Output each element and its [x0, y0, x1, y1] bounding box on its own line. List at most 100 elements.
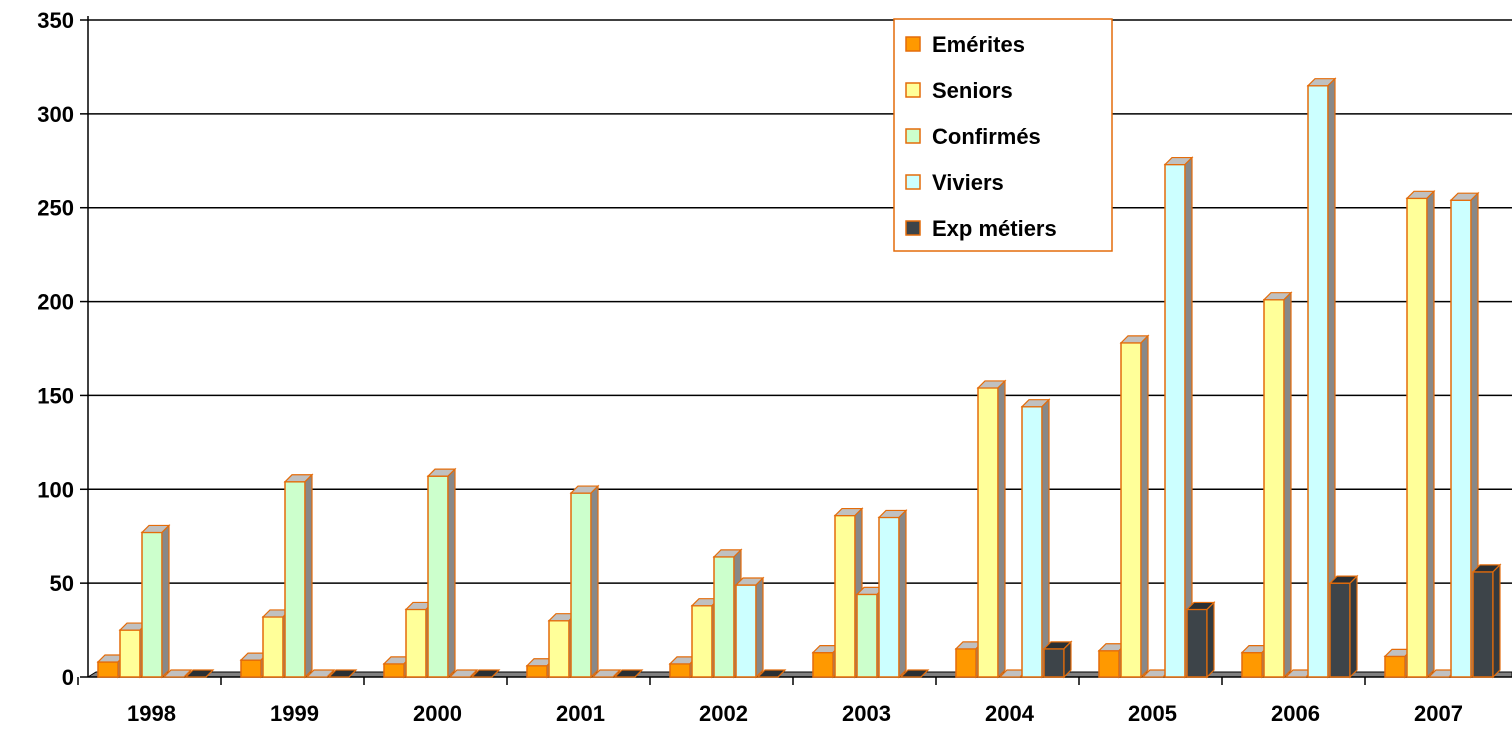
bar-front	[1384, 655, 1406, 678]
legend-swatch	[905, 82, 921, 98]
legend-label: Viviers	[932, 170, 1004, 195]
bar	[976, 379, 1007, 679]
bar	[283, 473, 314, 679]
bar	[426, 467, 457, 679]
y-tick-label: 250	[37, 196, 74, 221]
bar	[899, 669, 930, 678]
bar-side	[161, 524, 170, 679]
gridlines	[88, 19, 1512, 584]
bar-side	[755, 576, 764, 679]
bar	[1020, 398, 1051, 679]
y-tick-label: 0	[62, 665, 74, 690]
bar-front	[1098, 649, 1120, 678]
bar-front	[669, 663, 691, 678]
bar-side	[920, 669, 929, 678]
bar-front	[240, 659, 262, 678]
bar-front	[119, 629, 141, 678]
bar	[162, 669, 193, 678]
bar	[1163, 156, 1194, 679]
bar	[569, 484, 600, 679]
bar-side	[348, 669, 357, 678]
bar	[1119, 334, 1150, 679]
legend-box	[893, 18, 1113, 252]
bar-front	[1263, 298, 1285, 678]
bar-front	[713, 556, 735, 678]
x-tick-labels: 1998 1999 2000 2001 2002 2003 2004 2005 2006 2007	[127, 701, 1463, 726]
bar-front	[735, 584, 757, 678]
legend-label: Emérites	[932, 32, 1025, 57]
bar-front	[1406, 197, 1428, 678]
y-tick-label: 150	[37, 383, 74, 408]
bar-side	[183, 669, 192, 678]
bar	[1306, 77, 1337, 679]
x-tick-label: 2000	[413, 701, 462, 726]
y-tick-labels: 0 50 100 150 200 250 300 350	[37, 8, 74, 690]
bar-front	[1120, 342, 1142, 678]
x-tick-label: 2005	[1128, 701, 1177, 726]
bar	[613, 669, 644, 678]
bar	[1328, 574, 1359, 679]
bar-side	[997, 379, 1006, 679]
x-tick-label: 2007	[1414, 701, 1463, 726]
x-tick-label: 1998	[127, 701, 176, 726]
bar-front	[284, 481, 306, 678]
bar-side	[1140, 334, 1149, 679]
bar	[1405, 189, 1436, 679]
bar-side	[326, 669, 335, 678]
bar-front	[1043, 648, 1065, 678]
y-tick-label: 100	[37, 477, 74, 502]
bar-front	[812, 651, 834, 678]
legend-label: Seniors	[932, 78, 1013, 103]
bars	[96, 77, 1502, 679]
bar-front	[878, 516, 900, 678]
legend: Emérites Seniors Confirmés Viviers Exp métie…	[893, 18, 1113, 252]
bar-front	[383, 663, 405, 678]
bar	[1042, 640, 1073, 679]
bar-side	[590, 484, 599, 679]
legend-swatch	[905, 174, 921, 190]
bar	[448, 669, 479, 678]
bar-side	[1283, 291, 1292, 679]
bar-side	[1492, 563, 1501, 679]
bar	[877, 508, 908, 679]
bar	[756, 669, 787, 678]
x-tick-label: 2001	[556, 701, 605, 726]
x-tick-label: 1999	[270, 701, 319, 726]
y-tick-label: 350	[37, 8, 74, 33]
bar-front	[1241, 651, 1263, 678]
bar-front	[834, 514, 856, 678]
bar-front	[1329, 582, 1351, 678]
bar	[140, 524, 171, 679]
bar-side	[1184, 156, 1193, 679]
bar	[734, 576, 765, 679]
bar-side	[491, 669, 500, 678]
bar-front	[548, 619, 570, 678]
bar	[184, 669, 215, 678]
x-tick-label: 2002	[699, 701, 748, 726]
bar-front	[1164, 163, 1186, 678]
y-tick-label: 200	[37, 290, 74, 315]
bar	[470, 669, 501, 678]
legend-label: Confirmés	[932, 124, 1041, 149]
bar-front	[1186, 608, 1208, 678]
bar-front	[1472, 571, 1494, 678]
bar-side	[612, 669, 621, 678]
bar	[833, 507, 864, 679]
bar-side	[1426, 189, 1435, 679]
bar-front	[691, 604, 713, 678]
bar-front	[1021, 405, 1043, 678]
bar-side	[1063, 640, 1072, 679]
y-tick-label: 300	[37, 102, 74, 127]
bar-side	[1206, 600, 1215, 679]
bar-side	[469, 669, 478, 678]
bar	[327, 669, 358, 678]
bar-side	[1041, 398, 1050, 679]
legend-label: Exp métiers	[932, 216, 1057, 241]
bar-side	[634, 669, 643, 678]
bar-side	[898, 508, 907, 679]
y-tick-label: 50	[50, 571, 74, 596]
bar	[1449, 191, 1480, 679]
legend-swatch	[905, 36, 921, 52]
bar-front	[570, 492, 592, 678]
bar-front	[977, 387, 999, 678]
